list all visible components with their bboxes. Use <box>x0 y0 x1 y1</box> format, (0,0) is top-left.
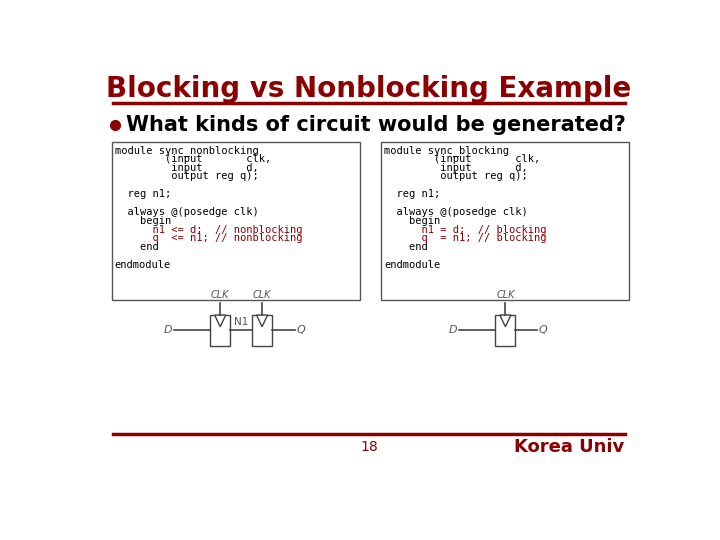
Text: n1 = d;  // blocking: n1 = d; // blocking <box>384 225 547 234</box>
Text: output reg q);: output reg q); <box>114 171 258 181</box>
Bar <box>252 315 272 346</box>
Polygon shape <box>215 315 226 327</box>
Text: endmodule: endmodule <box>114 260 171 270</box>
Text: Q: Q <box>539 326 547 335</box>
Text: always @(posedge clk): always @(posedge clk) <box>384 207 528 217</box>
Text: What kinds of circuit would be generated?: What kinds of circuit would be generated… <box>126 115 626 135</box>
Polygon shape <box>500 315 511 327</box>
Polygon shape <box>256 315 268 327</box>
Text: Korea Univ: Korea Univ <box>515 438 625 456</box>
Text: output reg q);: output reg q); <box>384 171 528 181</box>
Text: input       d,: input d, <box>114 163 258 173</box>
Text: reg n1;: reg n1; <box>114 189 171 199</box>
Text: Blocking vs Nonblocking Example: Blocking vs Nonblocking Example <box>107 76 631 104</box>
Bar <box>112 142 360 300</box>
Bar <box>382 142 629 300</box>
Text: endmodule: endmodule <box>384 260 441 270</box>
Text: input       d,: input d, <box>384 163 528 173</box>
Text: module sync_blocking: module sync_blocking <box>384 145 510 156</box>
Text: N1: N1 <box>234 318 248 327</box>
Text: CLK: CLK <box>211 291 230 300</box>
Text: CLK: CLK <box>253 291 271 300</box>
Text: always @(posedge clk): always @(posedge clk) <box>114 207 258 217</box>
Text: (input       clk,: (input clk, <box>384 154 541 164</box>
Text: D: D <box>449 326 457 335</box>
Text: (input       clk,: (input clk, <box>114 154 271 164</box>
Text: begin: begin <box>114 215 171 226</box>
Bar <box>495 315 516 346</box>
Text: reg n1;: reg n1; <box>384 189 441 199</box>
Bar <box>210 315 230 346</box>
Text: D: D <box>163 326 172 335</box>
Text: end: end <box>384 242 428 252</box>
Text: n1 <= d;  // nonblocking: n1 <= d; // nonblocking <box>114 225 302 234</box>
Text: q  = n1; // blocking: q = n1; // blocking <box>384 233 547 244</box>
Text: module sync_nonblocking: module sync_nonblocking <box>114 145 258 156</box>
Text: 18: 18 <box>360 440 378 454</box>
Text: CLK: CLK <box>496 291 515 300</box>
Text: begin: begin <box>384 215 441 226</box>
Text: end: end <box>114 242 158 252</box>
Text: q  <= n1; // nonblocking: q <= n1; // nonblocking <box>114 233 302 244</box>
Text: Q: Q <box>297 326 306 335</box>
